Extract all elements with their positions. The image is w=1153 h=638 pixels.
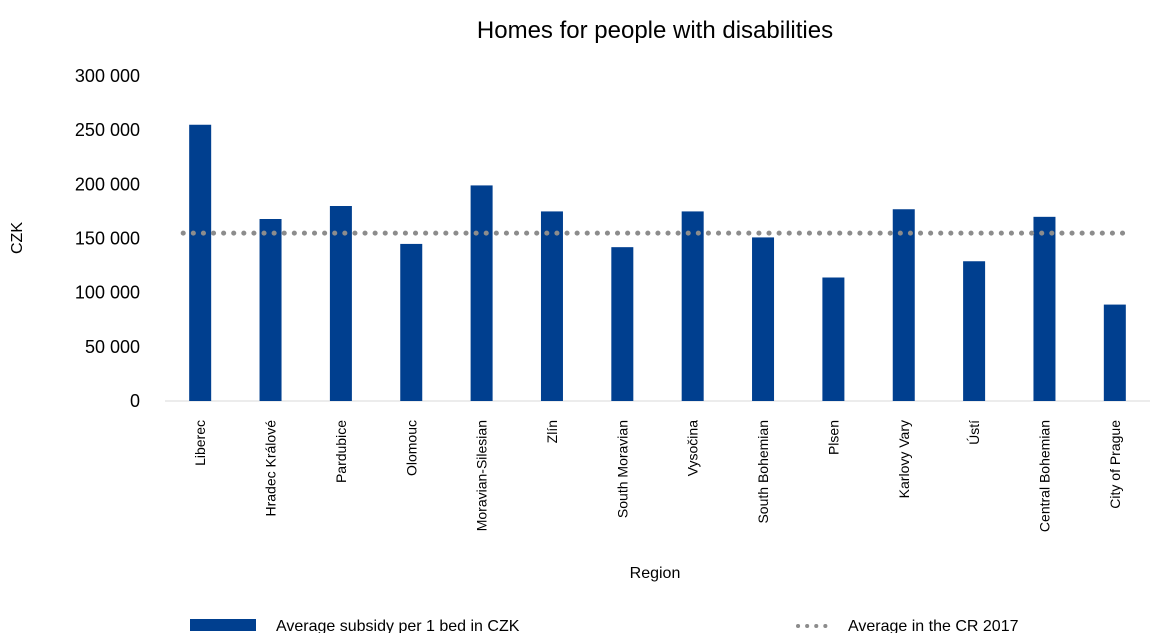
y-tick-label: 250 000	[75, 120, 140, 140]
legend: Average subsidy per 1 bed in CZK Average…	[190, 618, 1019, 633]
y-tick-label: 150 000	[75, 229, 140, 249]
y-tick-label: 100 000	[75, 283, 140, 303]
y-tick-label: 300 000	[75, 66, 140, 86]
bar	[893, 209, 915, 401]
x-tick-label: South Moravian	[614, 420, 630, 518]
bar	[471, 185, 493, 401]
bar	[611, 247, 633, 401]
bar	[400, 244, 422, 401]
x-tick-label: Central Bohemian	[1036, 420, 1052, 532]
legend-bar-swatch	[190, 619, 256, 631]
x-axis-label: Region	[630, 565, 681, 582]
bar	[330, 206, 352, 401]
y-axis-ticks: 0 50 000 100 000 150 000 200 000 250 000 300 0…	[75, 66, 140, 411]
bar	[752, 237, 774, 401]
x-tick-label: Karlovy Vary	[896, 420, 912, 498]
bar	[682, 211, 704, 401]
x-tick-label: Plsen	[825, 420, 841, 455]
bar	[963, 261, 985, 401]
x-tick-label: South Bohemian	[755, 420, 771, 524]
x-tick-label: Zlín	[544, 420, 560, 443]
bar	[1033, 217, 1055, 401]
x-tick-label: Olomouc	[403, 420, 419, 476]
y-tick-label: 200 000	[75, 174, 140, 194]
bar	[189, 125, 211, 401]
legend-line-label: Average in the CR 2017	[848, 618, 1019, 633]
x-tick-label: City of Prague	[1107, 420, 1123, 509]
chart-title: Homes for people with disabilities	[477, 17, 833, 44]
y-axis-label: CZK	[9, 222, 26, 254]
x-tick-label: Hradec Králové	[263, 420, 279, 517]
legend-bar-label: Average subsidy per 1 bed in CZK	[276, 618, 520, 633]
bar	[1104, 305, 1126, 401]
bars	[189, 125, 1126, 401]
x-tick-label: Vysočina	[685, 420, 701, 477]
x-tick-label: Ústí	[966, 420, 982, 445]
bar	[260, 219, 282, 401]
y-tick-label: 0	[130, 391, 140, 411]
y-tick-label: 50 000	[85, 337, 140, 357]
bar	[822, 278, 844, 402]
x-tick-label: Pardubice	[333, 420, 349, 483]
x-axis-ticks: Liberec Hradec Králové Pardubice Olomouc Mor…	[192, 420, 1123, 532]
bar	[541, 211, 563, 401]
x-tick-label: Moravian-Silesian	[474, 420, 490, 531]
x-tick-label: Liberec	[192, 420, 208, 466]
